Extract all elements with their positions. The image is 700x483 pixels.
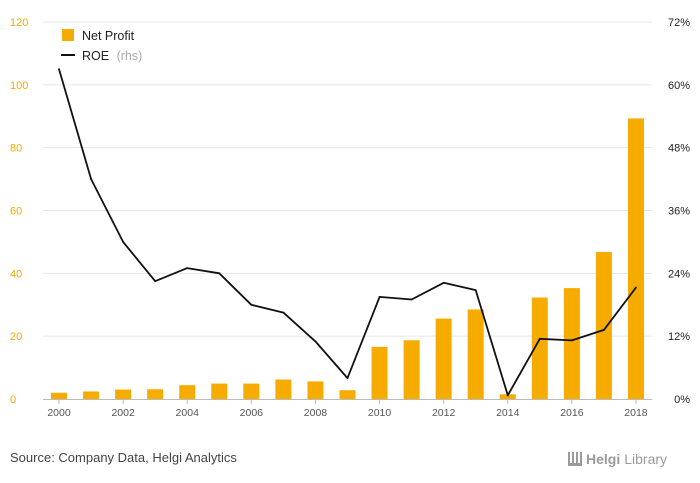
y-left-tick-label: 40 xyxy=(10,268,22,280)
roe-point-2001 xyxy=(90,178,92,180)
y-right-tick-label: 72% xyxy=(668,17,690,29)
legend: Net Profit ROE (rhs) xyxy=(61,29,142,63)
roe-point-2004 xyxy=(186,267,189,269)
y-left-tick-label: 0 xyxy=(10,394,16,406)
bar-net-profit-2014 xyxy=(499,394,516,399)
bar-net-profit-2015 xyxy=(531,297,548,399)
roe-line-series xyxy=(58,68,637,397)
roe-point-2009 xyxy=(346,377,349,379)
legend-swatch-net-profit xyxy=(62,29,74,41)
legend-roe-suffix: (rhs) xyxy=(117,49,143,63)
roe-point-2000 xyxy=(58,68,60,71)
bar-net-profit-2017 xyxy=(595,251,612,399)
bar-net-profit-2018 xyxy=(627,118,644,400)
roe-point-2010 xyxy=(378,295,381,298)
bar-net-profit-2003 xyxy=(147,389,164,399)
roe-point-2003 xyxy=(154,280,157,283)
bar-net-profit-2009 xyxy=(339,390,356,399)
roe-point-2005 xyxy=(218,272,221,275)
y-right-tick-label: 12% xyxy=(668,331,690,343)
x-tick-label: 2016 xyxy=(560,407,584,419)
chart: 0 0% 20 12% 40 24% 60 36% 80 48% 100 60% 120 72% 2000 2… xyxy=(10,17,690,419)
net-profit-bars xyxy=(51,118,644,400)
brand-suffix: Library xyxy=(624,451,668,467)
axes: 0 0% 20 12% 40 24% 60 36% 80 48% 100 60% 120 72% 2000 2… xyxy=(10,17,690,419)
bar-net-profit-2012 xyxy=(435,318,452,399)
bar-net-profit-2004 xyxy=(179,385,196,399)
bar-net-profit-2002 xyxy=(115,389,132,399)
x-tick-label: 2012 xyxy=(432,407,456,419)
bar-net-profit-2013 xyxy=(467,309,484,399)
roe-point-2002 xyxy=(122,241,125,243)
roe-point-2007 xyxy=(282,311,285,314)
roe-line xyxy=(58,68,637,397)
bar-net-profit-2005 xyxy=(211,383,228,399)
bar-net-profit-2007 xyxy=(275,379,292,399)
x-tick-label: 2004 xyxy=(176,407,200,419)
y-right-tick-label: 60% xyxy=(668,80,690,92)
roe-point-2014 xyxy=(506,394,509,397)
roe-point-2006 xyxy=(250,303,253,306)
x-tick-label: 2010 xyxy=(368,407,392,419)
y-left-tick-label: 120 xyxy=(10,17,28,29)
legend-label-roe: ROE (rhs) xyxy=(82,49,142,63)
y-left-tick-label: 60 xyxy=(10,206,22,218)
source-note: Source: Company Data, Helgi Analytics xyxy=(10,450,237,465)
brand-building-icon xyxy=(568,452,582,466)
y-right-tick-label: 36% xyxy=(668,206,690,218)
legend-label-net-profit: Net Profit xyxy=(82,29,135,43)
brand-logo: Helgi Library xyxy=(568,451,667,467)
x-tick-label: 2018 xyxy=(624,407,648,419)
bar-net-profit-2016 xyxy=(563,288,580,399)
bar-net-profit-2010 xyxy=(371,346,388,399)
x-tick-label: 2014 xyxy=(496,407,520,419)
x-tick-label: 2002 xyxy=(111,407,135,419)
bar-net-profit-2011 xyxy=(403,340,420,399)
roe-point-2011 xyxy=(410,298,413,301)
x-tick-label: 2008 xyxy=(304,407,328,419)
bar-net-profit-2006 xyxy=(243,383,260,399)
roe-point-2012 xyxy=(442,281,445,284)
x-tick-label: 2006 xyxy=(240,407,264,419)
roe-point-2013 xyxy=(474,289,477,291)
roe-point-2008 xyxy=(314,340,317,343)
bar-net-profit-2008 xyxy=(307,381,324,399)
y-right-tick-label: 48% xyxy=(668,143,690,155)
gridlines xyxy=(43,21,652,337)
y-left-tick-label: 80 xyxy=(10,143,22,155)
brand-name: Helgi xyxy=(586,451,621,467)
x-tick-label: 2000 xyxy=(47,407,71,419)
legend-roe-name: ROE xyxy=(82,49,109,63)
roe-point-2015 xyxy=(538,337,541,340)
y-right-tick-label: 0% xyxy=(674,394,690,406)
y-left-tick-label: 20 xyxy=(10,331,22,343)
roe-point-2017 xyxy=(603,328,605,331)
bar-net-profit-2001 xyxy=(83,391,100,399)
y-left-tick-label: 100 xyxy=(10,80,28,92)
y-right-tick-label: 24% xyxy=(668,268,690,280)
roe-point-2018 xyxy=(635,286,637,289)
roe-point-2016 xyxy=(570,339,573,342)
bar-net-profit-2000 xyxy=(51,392,68,399)
